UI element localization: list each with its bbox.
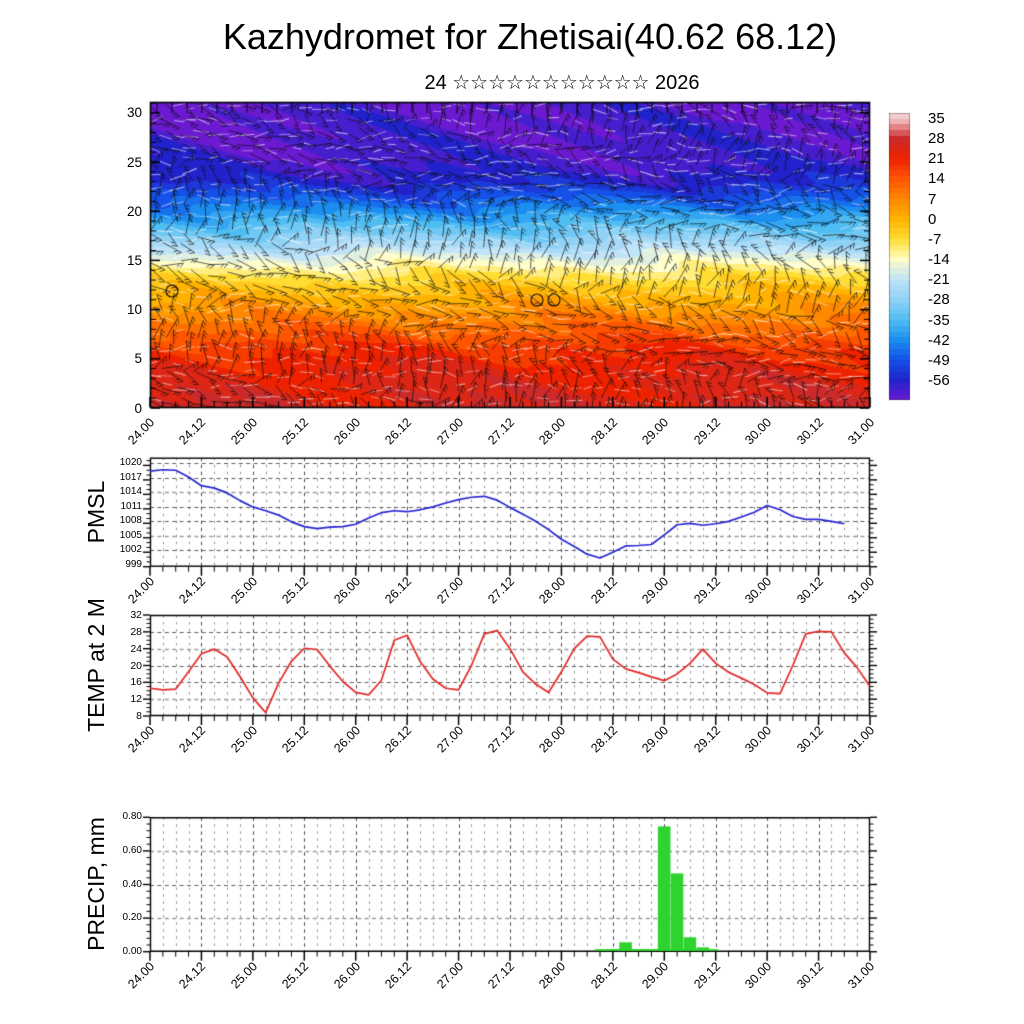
pmsl-tick-label: 1014: [119, 486, 142, 498]
height-tick-label: 10: [126, 302, 142, 318]
precip-tick-label: 0.20: [122, 912, 142, 924]
pmsl-tick-label: 1017: [119, 471, 142, 483]
precip-tick-label: 0.80: [122, 811, 142, 823]
height-tick-label: 25: [126, 154, 142, 170]
colorbar-tick-label: -28: [928, 291, 950, 309]
colorbar-tick-label: -21: [928, 271, 950, 289]
height-tick-label: 0: [134, 400, 142, 416]
height-tick-label: 30: [126, 105, 142, 121]
temp-tick-label: 16: [130, 676, 142, 689]
temp-tick-label: 28: [130, 625, 142, 638]
colorbar-tick-label: -42: [928, 331, 950, 349]
temp-tick-label: 12: [130, 693, 142, 706]
colorbar-tick-label: -14: [928, 251, 950, 269]
pmsl-tick-label: 1008: [119, 515, 142, 527]
colorbar-tick-label: 7: [928, 190, 937, 208]
height-tick-label: 20: [126, 203, 142, 219]
pmsl-tick-label: 1011: [120, 500, 142, 512]
colorbar-tick-label: -56: [928, 372, 950, 389]
page-subtitle: 24 ☆☆☆☆☆☆☆☆☆☆☆ 2026: [424, 72, 700, 94]
temp-tick-label: 20: [130, 659, 142, 672]
colorbar-tick-label: 21: [928, 150, 945, 168]
colorbar-tick-label: 14: [928, 170, 945, 188]
precip-tick-label: 0.40: [122, 878, 142, 890]
temp-tick-label: 24: [130, 642, 142, 655]
temp-tick-label: 8: [136, 710, 142, 722]
page-title: Kazhydromet for Zhetisai(40.62 68.12): [222, 16, 838, 57]
temp-tick-label: 32: [130, 609, 142, 621]
pmsl-tick-label: 1002: [119, 544, 142, 556]
height-tick-label: 15: [126, 252, 142, 268]
colorbar-tick-label: 0: [928, 210, 937, 228]
pmsl-tick-label: 999: [125, 558, 142, 570]
colorbar-tick-label: -35: [928, 311, 950, 329]
colorbar-tick-label: -49: [928, 351, 950, 369]
height-tick-label: 5: [134, 351, 142, 367]
precip-tick-label: 0.00: [122, 945, 142, 957]
colorbar-tick-label: 35: [928, 110, 945, 127]
pmsl-tick-label: 1005: [119, 529, 142, 541]
pmsl-tick-label: 1020: [119, 457, 142, 469]
colorbar-tick-label: 28: [928, 130, 945, 148]
precip-tick-label: 0.60: [122, 844, 142, 856]
colorbar-tick-label: -7: [928, 230, 942, 248]
